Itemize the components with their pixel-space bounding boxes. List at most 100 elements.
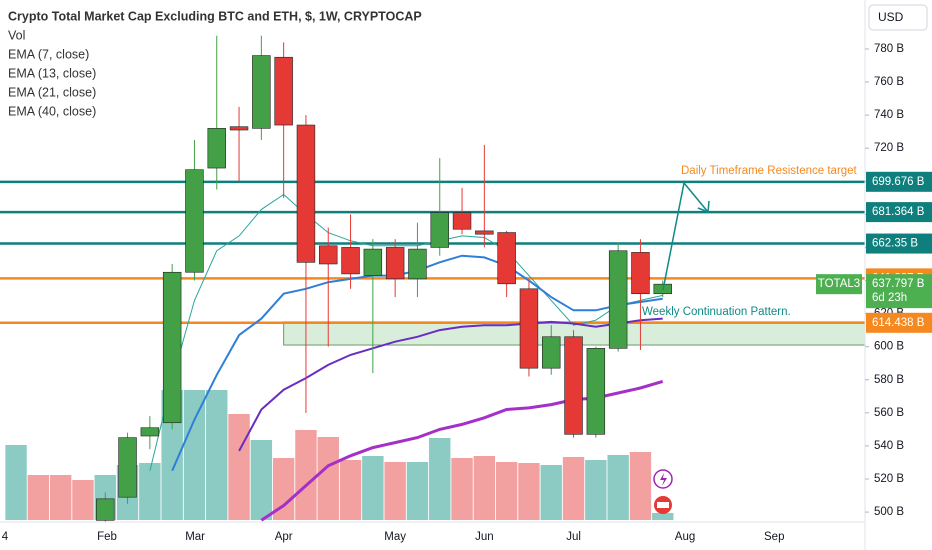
symbol-box (816, 274, 862, 295)
symbol-label: TOTAL3 (818, 278, 860, 290)
candle-body (162, 271, 182, 424)
y-tick-label: 740 B (874, 109, 904, 121)
current-price-box (866, 274, 932, 309)
x-tick-label: Jul (566, 531, 581, 543)
volume-bar (339, 460, 362, 520)
volume-bar (317, 437, 339, 520)
volume-bar (384, 462, 406, 520)
candle-body (497, 232, 516, 285)
candle-body (96, 498, 115, 521)
level-label: 699.676 B (872, 176, 925, 188)
plot-area (0, 35, 865, 522)
candle-body (274, 56, 293, 126)
candle-body (608, 250, 628, 349)
candle-body (319, 245, 338, 265)
level-label: 662.35 B (872, 238, 918, 250)
candle-body (207, 128, 226, 169)
volume-bar (139, 463, 161, 520)
candle-body (452, 212, 472, 230)
y-tick-label: 500 B (874, 506, 904, 518)
y-tick-label: 780 B (874, 43, 904, 55)
projection-arrow (662, 181, 709, 291)
volume-bar (562, 457, 585, 520)
volume-bar (406, 462, 429, 520)
y-tick-label: 540 B (874, 440, 904, 452)
y-tick-label: 720 B (874, 142, 904, 154)
volume-bar (295, 430, 317, 520)
volume-bar (250, 440, 273, 520)
legend-item: EMA (21, close) (8, 85, 96, 99)
x-tick-label: Apr (275, 531, 293, 543)
volume-bar (362, 456, 384, 520)
volume-bar (49, 475, 72, 520)
candle-body (363, 248, 383, 276)
volume-bar (429, 438, 451, 520)
candle-body (564, 336, 583, 435)
volume-bar (272, 458, 295, 520)
candle-body (542, 336, 561, 369)
y-tick-label: 760 B (874, 76, 904, 88)
level-label-box (866, 312, 932, 333)
level-label: 681.364 B (872, 206, 925, 218)
volume-bar (473, 456, 496, 520)
y-tick-label: 580 B (874, 374, 904, 386)
candle-body (430, 212, 449, 248)
candle-body (341, 247, 360, 275)
volume-bar (607, 455, 629, 520)
x-tick-label: 4 (2, 531, 9, 543)
level-label: 614.438 B (872, 317, 925, 329)
event-icon-bolt (660, 473, 667, 486)
legend-item: EMA (7, close) (8, 47, 89, 61)
x-tick-label: May (384, 531, 406, 543)
volume-bar (72, 480, 94, 520)
countdown: 6d 23h (872, 292, 907, 304)
event-icon-flag (657, 502, 669, 508)
candle-body (519, 288, 539, 369)
candle-body (118, 437, 137, 498)
volume-bar (183, 390, 206, 520)
volume-bar (518, 463, 540, 520)
candle-body (631, 252, 650, 295)
volume-bar (27, 475, 50, 520)
y-tick-label: 520 B (874, 473, 904, 485)
level-label-box (866, 171, 932, 192)
candle-body (229, 126, 249, 131)
candle-body (185, 169, 204, 273)
level-label-box (866, 233, 932, 254)
legend-item: EMA (40, close) (8, 104, 96, 118)
x-tick-label: Feb (97, 531, 117, 543)
current-price-label: 637.797 B (872, 278, 925, 290)
volume-bar (495, 462, 518, 520)
volume-bar (540, 465, 562, 520)
annotation: Weekly Continuation Pattern. (642, 306, 791, 318)
currency[interactable]: USD (878, 10, 904, 24)
x-tick-label: Jun (475, 531, 494, 543)
ema-line (238, 317, 663, 452)
legend-item: EMA (13, close) (8, 66, 96, 80)
candle-body (408, 248, 427, 280)
volume-bar (652, 513, 674, 520)
candle-body (296, 124, 316, 263)
legend-volume: Vol (8, 28, 25, 42)
level-label-box (866, 202, 932, 223)
x-tick-label: Sep (764, 531, 784, 543)
currency-button[interactable] (868, 4, 928, 31)
annotation: Daily Timeframe Resistence target (681, 165, 858, 177)
candle-body (385, 247, 405, 280)
chart-title: Crypto Total Market Cap Excluding BTC an… (8, 9, 422, 23)
volume-bar (206, 390, 228, 520)
volume-bar (228, 414, 250, 520)
volume-bar (629, 452, 652, 520)
volume-bar (5, 445, 27, 520)
arrow-head (697, 200, 710, 214)
candle-body (475, 230, 494, 235)
volume-bar (585, 460, 607, 520)
y-tick-label: 560 B (874, 407, 904, 419)
candle-body (140, 427, 160, 437)
candle-body (252, 55, 271, 129)
volume-bar (451, 458, 473, 520)
x-tick-label: Mar (185, 531, 205, 543)
y-tick-label: 600 B (874, 341, 904, 353)
